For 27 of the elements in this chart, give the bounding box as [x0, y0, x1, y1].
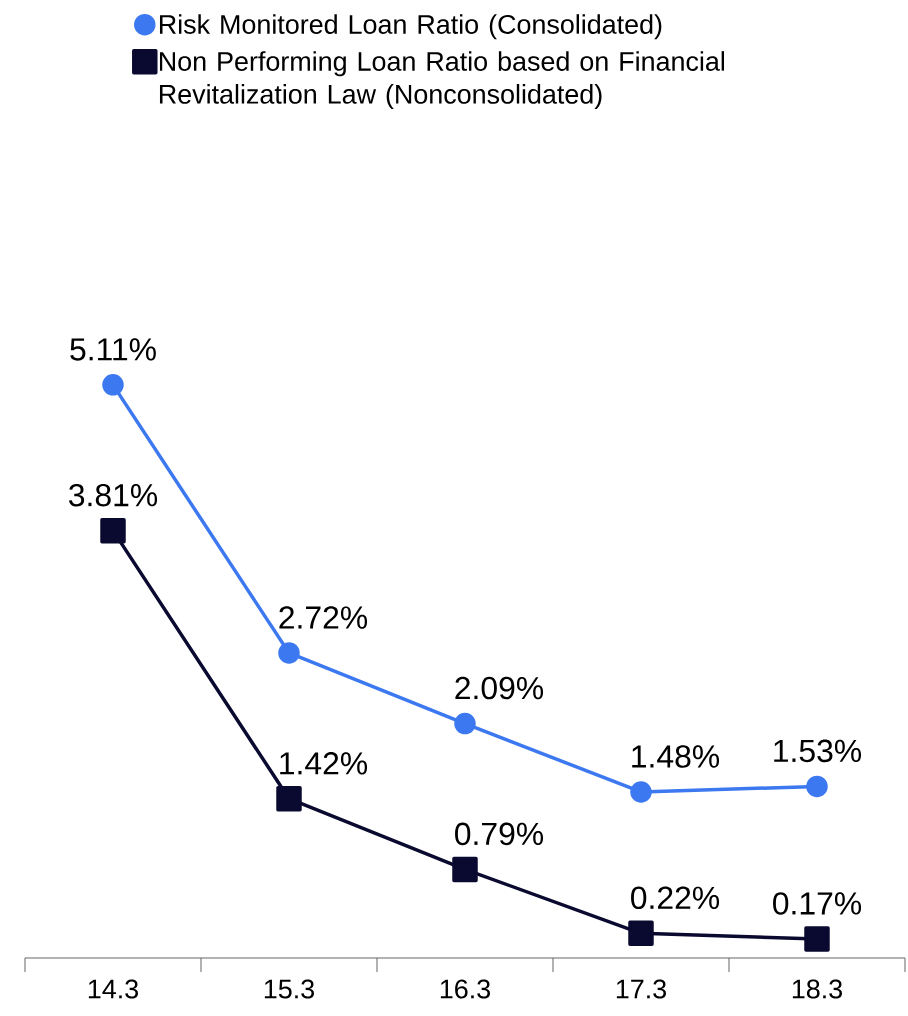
- data-label: 1.48%: [632, 745, 719, 768]
- point: [278, 642, 300, 664]
- data-label: 2.72%: [279, 606, 367, 629]
- data-label: 3.81%: [68, 483, 157, 507]
- data-label: 2.09%: [455, 676, 543, 700]
- point: [102, 374, 124, 396]
- data-label: 1.53%: [774, 739, 861, 763]
- legend-label: Non Performing Loan Ratio based on Financial Revitalization Law (Nonconsolidated): [159, 51, 724, 110]
- x-tick-label: 17.3: [616, 979, 666, 999]
- x-tick-label: 15.3: [264, 979, 314, 999]
- point: [100, 517, 126, 544]
- point: [630, 781, 652, 803]
- point: [804, 926, 830, 952]
- x-tick-label: 18.3: [792, 979, 842, 999]
- point: [452, 856, 478, 883]
- legend-label: Risk Monitored Loan Ratio (Consolidated): [159, 14, 662, 40]
- data-label: 1.42%: [280, 752, 367, 775]
- point: [806, 775, 828, 798]
- data-label: 0.79%: [454, 822, 543, 846]
- data-label: 5.11%: [70, 338, 156, 361]
- x-tick-label: 16.3: [440, 979, 490, 999]
- x-tick-label: 14.3: [88, 979, 138, 999]
- point: [276, 785, 302, 812]
- data-label: 0.17%: [772, 892, 861, 915]
- point: [454, 712, 476, 735]
- point: [628, 920, 654, 947]
- data-label: 0.22%: [630, 886, 719, 910]
